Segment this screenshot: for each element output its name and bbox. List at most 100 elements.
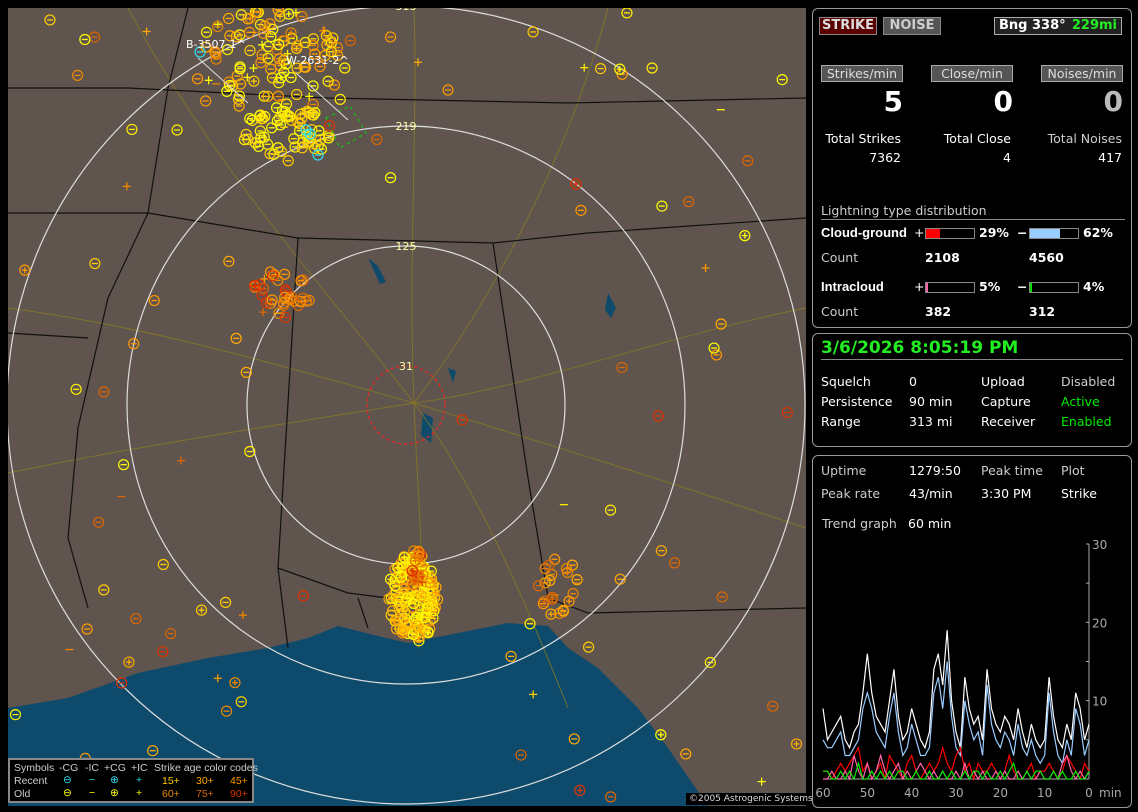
old-neg-cg-icon: ⊖ [63, 787, 72, 799]
strike-circle [339, 62, 351, 74]
strike-neg-cg-icon [291, 88, 303, 101]
strike-pos-ic-icon [431, 588, 440, 597]
strike-pos-cg-icon [274, 10, 286, 22]
strike-neg-cg-icon [275, 145, 287, 158]
strike-pos-cg-icon [248, 75, 260, 87]
strike-circle [410, 611, 422, 624]
strike-circle [93, 516, 105, 528]
trend-graph: 10 20 30 60 50 40 30 20 10 0 min [815, 538, 1121, 800]
strike-neg-cg-icon [297, 292, 309, 304]
x-tick-label: 60 [815, 786, 830, 800]
strike-pos-ic-icon [291, 8, 300, 17]
strike-circle [300, 124, 312, 136]
plot-mode[interactable]: Strike [1061, 486, 1097, 501]
strike-circle [767, 700, 779, 712]
strike-circle [223, 255, 235, 267]
strike-neg-cg-icon [312, 149, 324, 161]
strike-neg-cg-icon [191, 73, 204, 85]
strike-pos-ic-icon [305, 92, 314, 101]
strike-circle [266, 72, 279, 84]
strike-circle [296, 10, 308, 23]
close-per-min-button[interactable]: Close/min [931, 65, 1013, 82]
cg-pos-sign: + [914, 225, 925, 240]
strike-neg-cg-icon [81, 623, 93, 635]
strike-circle [704, 656, 716, 669]
strike-circle [230, 332, 242, 344]
map-canvas[interactable]: 31 125 219 313 B-3507-1^ W-2631-2^ [8, 8, 806, 806]
strike-toggle[interactable]: STRIKE [819, 17, 877, 35]
strike-neg-cg-icon [307, 39, 319, 52]
strike-pos-cg-icon [397, 624, 409, 636]
strike-circle [394, 590, 406, 602]
strike-circle [279, 291, 291, 303]
strike-neg-cg-icon [652, 410, 665, 422]
strike-circle [415, 590, 427, 602]
strike-neg-cg-icon [325, 46, 337, 58]
strike-circle [224, 79, 236, 92]
strike-circle [233, 90, 246, 102]
strike-neg-cg-icon [505, 650, 517, 662]
strike-circle [776, 74, 788, 86]
ic-pos-count: 382 [925, 304, 952, 319]
counts-panel: STRIKE NOISE Bng 338° 229mi Strikes/min … [812, 8, 1132, 328]
recent-neg-cg-icon: ⊖ [63, 774, 72, 786]
range-ring-label: 219 [396, 120, 417, 133]
distribution-title: Lightning type distribution [821, 203, 1125, 220]
ic-neg-pct: 4% [1083, 279, 1105, 294]
strike-pos-cg-icon [383, 593, 395, 605]
symbol-legend: Symbols -CG -IC +CG +IC Strike age color… [8, 758, 258, 803]
strike-circle [413, 631, 425, 643]
total-strikes: 7362 [869, 150, 901, 165]
ic-pos-pct: 5% [979, 279, 1001, 294]
strike-circle [128, 338, 140, 350]
strike-circle [669, 557, 681, 569]
noises-per-min-button[interactable]: Noises/min [1041, 65, 1123, 82]
strike-circle [274, 59, 286, 72]
strike-neg-cg-icon [704, 656, 716, 669]
strike-circle [272, 8, 284, 16]
strike-circle [200, 95, 212, 107]
strike-circle [384, 172, 397, 184]
strike-neg-cg-icon [417, 569, 429, 581]
strike-circle [680, 748, 692, 760]
strike-pos-cg-icon [739, 230, 751, 242]
strike-circle [781, 406, 793, 419]
trend-series-3 [823, 753, 1090, 781]
strike-circle [344, 35, 356, 47]
range-ring-313 [8, 8, 806, 805]
strike-neg-cg-icon [278, 268, 291, 280]
strike-pos-cg-icon [304, 128, 316, 140]
strike-circle [44, 14, 56, 26]
strike-pos-ic-icon [122, 182, 131, 191]
strike-neg-cg-icon [307, 80, 319, 92]
strike-neg-cg-icon [308, 142, 321, 155]
copyright: ©2005 Astrogenic Systems [686, 793, 816, 805]
trend-series-4 [823, 761, 1090, 781]
strike-neg-cg-icon [621, 8, 633, 19]
strike-map[interactable]: 31 125 219 313 B-3507-1^ W-2631-2^ [8, 8, 806, 806]
strike-circle [212, 20, 224, 33]
age-90: 90+ [230, 788, 248, 800]
strike-circle [254, 125, 266, 137]
noise-toggle[interactable]: NOISE [883, 17, 941, 35]
strike-neg-cg-icon [254, 125, 266, 137]
strike-circle [221, 85, 233, 97]
strike-neg-cg-icon [259, 20, 271, 32]
strike-neg-cg-icon [220, 705, 233, 717]
strike-neg-cg-icon [272, 90, 285, 102]
strikes-per-min-button[interactable]: Strikes/min [821, 65, 903, 82]
strike-neg-cg-icon [242, 13, 254, 25]
strike-neg-cg-icon [126, 123, 138, 136]
strike-neg-cg-icon [605, 791, 617, 803]
strike-neg-cg-icon [328, 79, 341, 91]
strike-neg-cg-icon [456, 414, 468, 426]
strike-neg-cg-icon [244, 113, 256, 125]
strike-circle [406, 565, 418, 577]
strike-pos-cg-icon [275, 72, 287, 84]
strike-pos-cg-icon [563, 595, 575, 607]
strike-circle [221, 43, 234, 56]
strike-neg-cg-icon [9, 709, 22, 721]
status-k1-0: Squelch [821, 374, 871, 389]
strike-pos-cg-icon [254, 110, 266, 122]
strike-circle [427, 612, 439, 624]
